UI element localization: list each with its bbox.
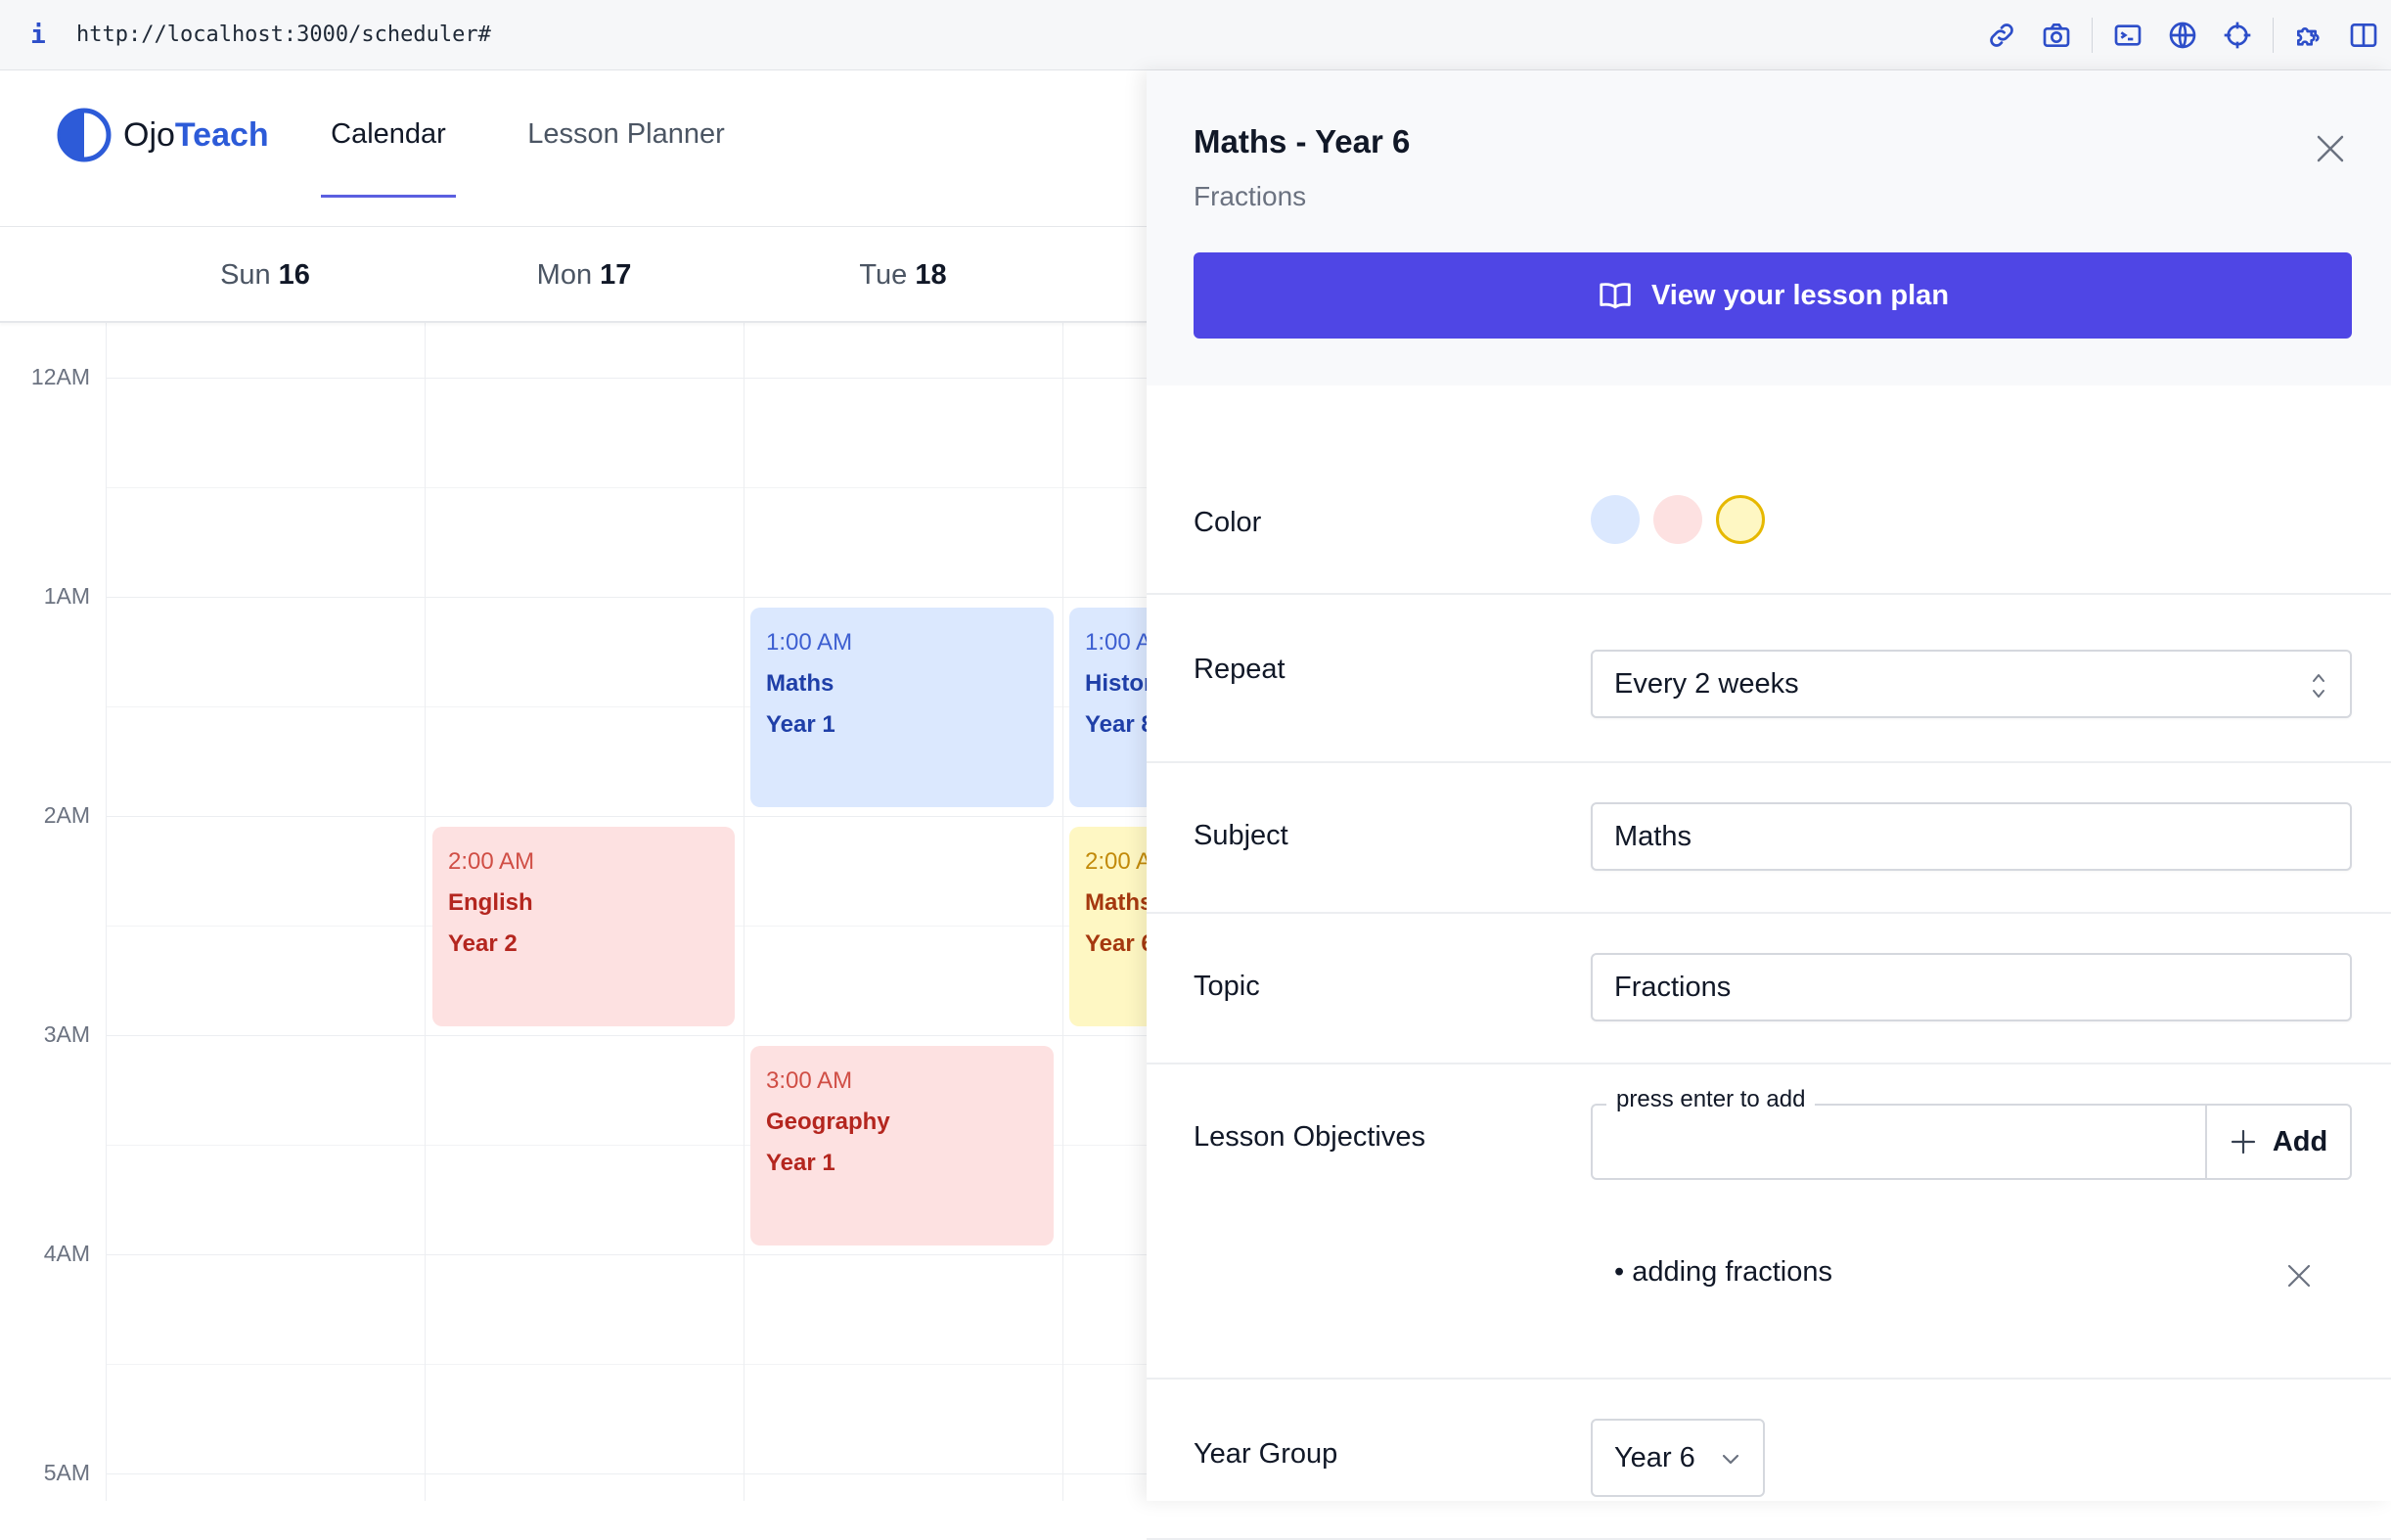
topic-label: Topic: [1194, 971, 1260, 1002]
add-objective-button[interactable]: Add: [2205, 1104, 2352, 1180]
objectives-row: Lesson Objectives press enter to add Add…: [1147, 1064, 2391, 1380]
color-swatch-red[interactable]: [1653, 495, 1702, 544]
crosshair-icon[interactable]: [2210, 0, 2265, 70]
topic-row: Topic Fractions: [1147, 914, 2391, 1064]
logo[interactable]: OjoTeach: [57, 108, 269, 162]
panel-subtitle: Fractions: [1194, 181, 1307, 211]
time-label: 12AM: [30, 364, 90, 389]
grid-divider: [425, 227, 426, 1501]
time-label: 1AM: [43, 583, 90, 609]
day-header-sun[interactable]: Sun 16: [220, 258, 310, 291]
tab-lesson-planner[interactable]: Lesson Planner: [527, 117, 725, 150]
book-open-icon: [1600, 283, 1631, 309]
app-header: OjoTeach Calendar Lesson Planner: [0, 70, 1147, 227]
close-panel-button[interactable]: [2309, 127, 2352, 170]
hour-line: [106, 1473, 1147, 1474]
close-icon: [2287, 1264, 2311, 1288]
puzzle-icon[interactable]: [2281, 0, 2336, 70]
chevron-down-icon: [1722, 1454, 1739, 1465]
topic-input[interactable]: Fractions: [1591, 953, 2352, 1021]
hour-line: [106, 1254, 1147, 1255]
color-swatch-yellow-selected[interactable]: [1716, 495, 1765, 544]
panel-header: Maths - Year 6 Fractions View your lesso…: [1147, 70, 2391, 385]
repeat-label: Repeat: [1194, 654, 1286, 685]
time-label: 3AM: [43, 1021, 90, 1047]
event-geography-year-1[interactable]: 3:00 AM Geography Year 1: [750, 1046, 1054, 1246]
year-group-select[interactable]: Year 6: [1591, 1419, 1765, 1497]
browser-tools: [1974, 0, 2391, 70]
year-group-label: Year Group: [1194, 1438, 1338, 1470]
subject-row: Subject Maths: [1147, 763, 2391, 914]
sidebar-toggle-icon[interactable]: [2336, 0, 2391, 70]
calendar-week-view: Sun 16 Mon 17 Tue 18 12AM 1AM 2AM 3AM 4AM 5…: [0, 227, 1147, 1501]
link-icon[interactable]: [1974, 0, 2029, 70]
chevron-up-down-icon: [2313, 674, 2324, 698]
logo-mark-icon: [57, 108, 112, 162]
color-label: Color: [1194, 507, 1262, 538]
subject-input[interactable]: Maths: [1591, 802, 2352, 871]
color-row: Color: [1147, 385, 2391, 595]
active-tab-indicator: [321, 195, 456, 198]
terminal-icon[interactable]: [2100, 0, 2155, 70]
half-hour-line: [106, 487, 1147, 488]
objective-input-label: press enter to add: [1606, 1086, 1816, 1113]
plus-icon: [2231, 1129, 2255, 1155]
hour-line: [106, 378, 1147, 379]
half-hour-line: [106, 1364, 1147, 1365]
toolbar-divider: [2273, 18, 2274, 53]
lesson-detail-panel: Maths - Year 6 Fractions View your lesso…: [1147, 70, 2391, 1540]
repeat-select[interactable]: Every 2 weeks: [1591, 650, 2352, 718]
page-info-icon[interactable]: i: [30, 20, 46, 50]
event-maths-year-6[interactable]: 2:00 AM Maths Year 6: [1069, 827, 1147, 1026]
event-maths-year-1[interactable]: 1:00 AM Maths Year 1: [750, 608, 1054, 807]
subject-label: Subject: [1194, 820, 1288, 851]
event-history-year-8[interactable]: 1:00 AM History Year 8: [1069, 608, 1147, 807]
globe-icon[interactable]: [2155, 0, 2210, 70]
day-header-tue[interactable]: Tue 18: [859, 258, 947, 291]
toolbar-divider: [2092, 18, 2093, 53]
hour-line: [106, 597, 1147, 598]
tab-calendar[interactable]: Calendar: [321, 70, 456, 198]
panel-title: Maths - Year 6: [1194, 123, 1411, 159]
browser-toolbar: i http://localhost:3000/scheduler#: [0, 0, 2391, 70]
time-label: 4AM: [43, 1241, 90, 1266]
address-bar[interactable]: http://localhost:3000/scheduler#: [76, 23, 491, 47]
logo-text: OjoTeach: [123, 115, 269, 154]
hour-line: [106, 1035, 1147, 1036]
hour-line: [106, 816, 1147, 817]
time-label: 5AM: [43, 1460, 90, 1485]
remove-objective-button[interactable]: [2281, 1258, 2317, 1293]
time-label: 2AM: [43, 802, 90, 828]
grid-divider: [106, 227, 107, 1501]
day-headers: Sun 16 Mon 17 Tue 18: [0, 227, 1147, 323]
close-icon: [2317, 135, 2344, 162]
half-hour-line: [106, 1145, 1147, 1146]
year-group-row: Year Group Year 6: [1147, 1380, 2391, 1540]
half-hour-line: [106, 706, 1147, 707]
grid-divider: [1062, 227, 1063, 1501]
color-swatch-blue[interactable]: [1591, 495, 1640, 544]
view-lesson-plan-button[interactable]: View your lesson plan: [1194, 252, 2352, 339]
camera-icon[interactable]: [2029, 0, 2084, 70]
objective-list-item: • adding fractions: [1614, 1256, 1832, 1288]
event-english-year-2[interactable]: 2:00 AM English Year 2: [432, 827, 735, 1026]
objectives-label: Lesson Objectives: [1194, 1121, 1425, 1153]
objective-input[interactable]: [1591, 1104, 2207, 1180]
repeat-row: Repeat Every 2 weeks: [1147, 595, 2391, 763]
day-header-mon[interactable]: Mon 17: [536, 258, 632, 291]
